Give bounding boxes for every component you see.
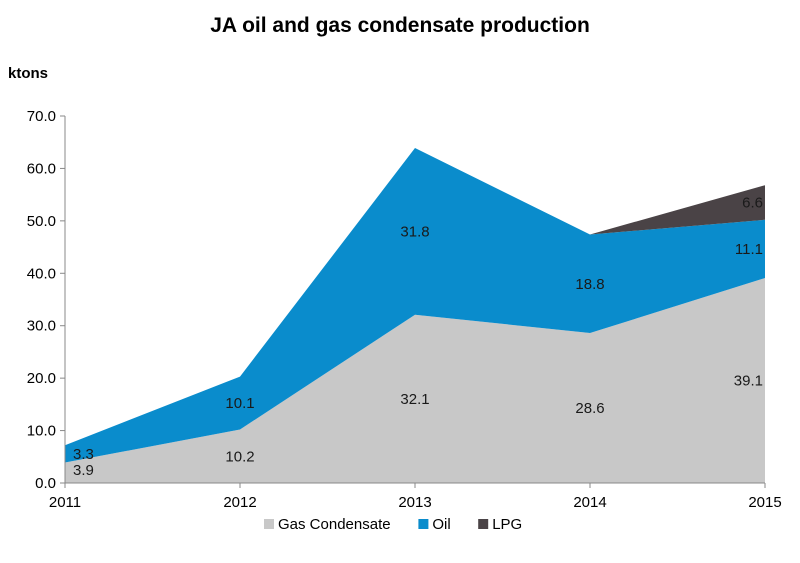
legend-swatch — [264, 519, 274, 529]
axes-group: 0.0 10.0 20.0 30.0 40.0 50.0 60.0 70.0 2011 2012 2… — [27, 108, 782, 511]
y-tick-label: 70.0 — [27, 108, 56, 125]
data-label: 3.9 — [73, 462, 94, 479]
legend: Gas Condensate Oil LPG — [264, 516, 522, 533]
legend-label: Gas Condensate — [278, 516, 391, 533]
data-label: 31.8 — [400, 223, 429, 240]
data-label: 10.1 — [225, 395, 254, 412]
x-tick-label: 2011 — [49, 494, 81, 511]
legend-swatch — [418, 519, 429, 529]
x-tick-label: 2013 — [398, 494, 431, 511]
y-tick-label: 30.0 — [27, 318, 56, 335]
legend-label: Oil — [432, 516, 450, 533]
y-tick-label: 0.0 — [35, 475, 56, 492]
chart-title: JA oil and gas condensate production — [210, 14, 590, 37]
data-labels-group: 3.9 10.2 32.1 28.6 39.1 3.3 10.1 31.8 18.8 11.1 6.… — [73, 195, 763, 479]
x-tick-label: 2015 — [748, 494, 781, 511]
data-label: 18.8 — [575, 276, 604, 293]
data-label: 3.3 — [73, 446, 94, 463]
legend-swatch — [478, 519, 489, 529]
area-oil — [65, 147, 765, 463]
data-label: 11.1 — [735, 241, 763, 258]
y-tick-label: 40.0 — [27, 265, 56, 282]
x-tick-label: 2012 — [223, 494, 256, 511]
x-tick-label: 2014 — [573, 494, 606, 511]
area-gas-condensate — [65, 278, 765, 483]
area-series-group — [65, 147, 765, 483]
data-label: 6.6 — [742, 195, 763, 212]
data-label: 32.1 — [400, 391, 429, 408]
y-tick-label: 10.0 — [27, 423, 56, 440]
y-tick-label: 60.0 — [27, 160, 56, 177]
data-label: 39.1 — [734, 373, 763, 390]
y-tick-label: 50.0 — [27, 213, 56, 230]
data-label: 10.2 — [225, 448, 254, 465]
data-label: 28.6 — [575, 400, 604, 417]
y-axis-label: ktons — [8, 65, 48, 82]
legend-label: LPG — [492, 516, 522, 533]
y-tick-label: 20.0 — [27, 370, 56, 387]
